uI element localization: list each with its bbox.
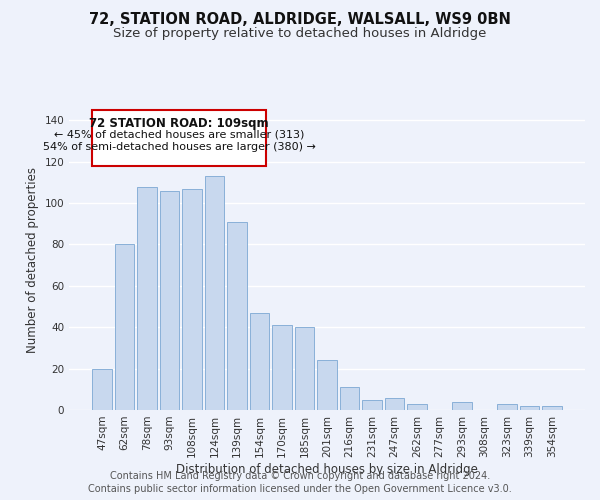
Text: 72 STATION ROAD: 109sqm: 72 STATION ROAD: 109sqm (89, 117, 269, 130)
Text: ← 45% of detached houses are smaller (313): ← 45% of detached houses are smaller (31… (54, 130, 304, 140)
Bar (92, 368, 112, 410)
Bar (182, 188, 202, 410)
Text: Contains public sector information licensed under the Open Government Licence v3: Contains public sector information licen… (88, 484, 512, 494)
Bar (227, 222, 247, 410)
Bar (452, 402, 472, 410)
Bar (385, 398, 404, 410)
Bar (317, 360, 337, 410)
Bar (250, 313, 269, 410)
Text: Contains HM Land Registry data © Crown copyright and database right 2024.: Contains HM Land Registry data © Crown c… (110, 471, 490, 481)
Bar (362, 400, 382, 410)
Bar (115, 244, 134, 410)
Bar (295, 327, 314, 410)
Text: 54% of semi-detached houses are larger (380) →: 54% of semi-detached houses are larger (… (43, 142, 316, 152)
Bar (407, 404, 427, 410)
Y-axis label: Number of detached properties: Number of detached properties (26, 167, 39, 353)
Bar (137, 186, 157, 410)
Bar (272, 325, 292, 410)
Bar (497, 404, 517, 410)
Text: Size of property relative to detached houses in Aldridge: Size of property relative to detached ho… (113, 28, 487, 40)
Bar (205, 176, 224, 410)
Bar (340, 387, 359, 410)
Bar (160, 190, 179, 410)
X-axis label: Distribution of detached houses by size in Aldridge: Distribution of detached houses by size … (176, 462, 478, 475)
Bar (542, 406, 562, 410)
Bar (520, 406, 539, 410)
Bar (92, 110, 266, 166)
Text: 72, STATION ROAD, ALDRIDGE, WALSALL, WS9 0BN: 72, STATION ROAD, ALDRIDGE, WALSALL, WS9… (89, 12, 511, 28)
